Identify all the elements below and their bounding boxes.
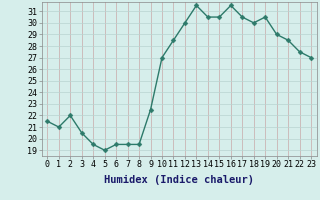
X-axis label: Humidex (Indice chaleur): Humidex (Indice chaleur): [104, 175, 254, 185]
